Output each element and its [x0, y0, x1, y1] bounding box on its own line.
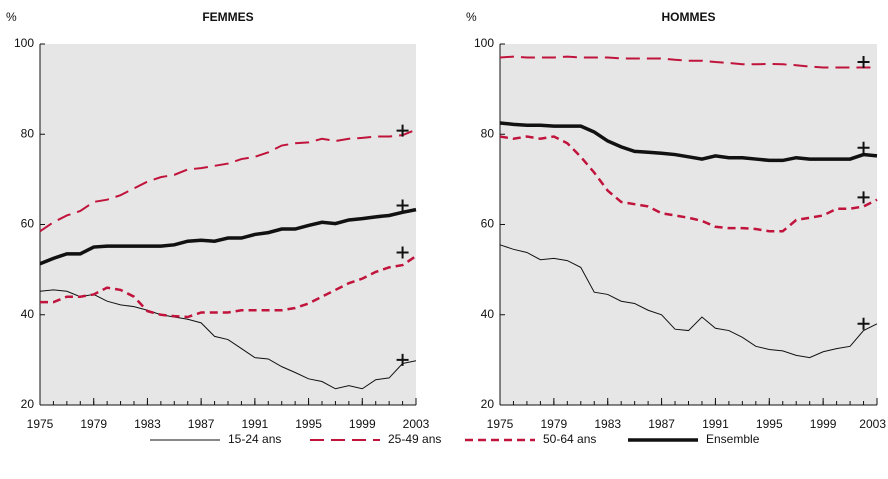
- legend-label: 15-24 ans: [228, 432, 281, 446]
- y-axis-label: %: [466, 10, 477, 24]
- x-tick-label: 1987: [648, 417, 675, 431]
- panel-title: FEMMES: [202, 10, 253, 24]
- y-tick-label: 80: [21, 126, 35, 140]
- x-tick-label: 2003: [403, 417, 430, 431]
- series-line: [499, 135, 878, 233]
- y-axis-label: %: [6, 10, 17, 24]
- x-tick-label: 1999: [349, 417, 376, 431]
- x-tick-label: 1995: [756, 417, 783, 431]
- y-tick-label: 60: [21, 217, 35, 231]
- legend-label: 50-64 ans: [543, 432, 596, 446]
- y-tick-label: 40: [481, 307, 495, 321]
- x-tick-label: 1983: [594, 417, 621, 431]
- x-tick-label: 1975: [487, 417, 514, 431]
- series-line: [499, 244, 878, 359]
- series-line: [39, 128, 417, 233]
- series-marker: [857, 56, 870, 69]
- series-marker: [857, 191, 870, 204]
- x-tick-label: 2003: [859, 417, 886, 431]
- x-tick-label: 1991: [242, 417, 269, 431]
- plot-background: [500, 44, 877, 405]
- y-tick-label: 80: [481, 126, 495, 140]
- x-tick-label: 1979: [541, 417, 568, 431]
- plot-background: [40, 44, 416, 405]
- x-tick-label: 1979: [80, 417, 107, 431]
- legend-label: Ensemble: [706, 432, 760, 446]
- y-tick-label: 20: [21, 397, 35, 411]
- panel-title: HOMMES: [662, 10, 716, 24]
- series-line: [40, 255, 417, 319]
- x-tick-label: 1991: [702, 417, 729, 431]
- y-tick-label: 100: [474, 36, 494, 50]
- series-marker: [396, 246, 409, 259]
- y-tick-label: 40: [21, 307, 35, 321]
- series-marker: [396, 124, 409, 137]
- x-tick-label: 1983: [134, 417, 161, 431]
- x-tick-label: 1999: [810, 417, 837, 431]
- y-tick-label: 20: [481, 397, 495, 411]
- series-line: [39, 289, 417, 390]
- y-tick-label: 60: [481, 217, 495, 231]
- x-tick-label: 1987: [188, 417, 215, 431]
- series-marker: [396, 199, 409, 212]
- series-marker: [857, 317, 870, 330]
- x-tick-label: 1975: [27, 417, 54, 431]
- series-marker: [857, 141, 870, 154]
- x-tick-label: 1995: [295, 417, 322, 431]
- y-tick-label: 100: [14, 36, 34, 50]
- legend-label: 25-49 ans: [388, 432, 441, 446]
- series-marker: [396, 353, 409, 366]
- series-line: [39, 207, 417, 266]
- series-line: [499, 121, 878, 163]
